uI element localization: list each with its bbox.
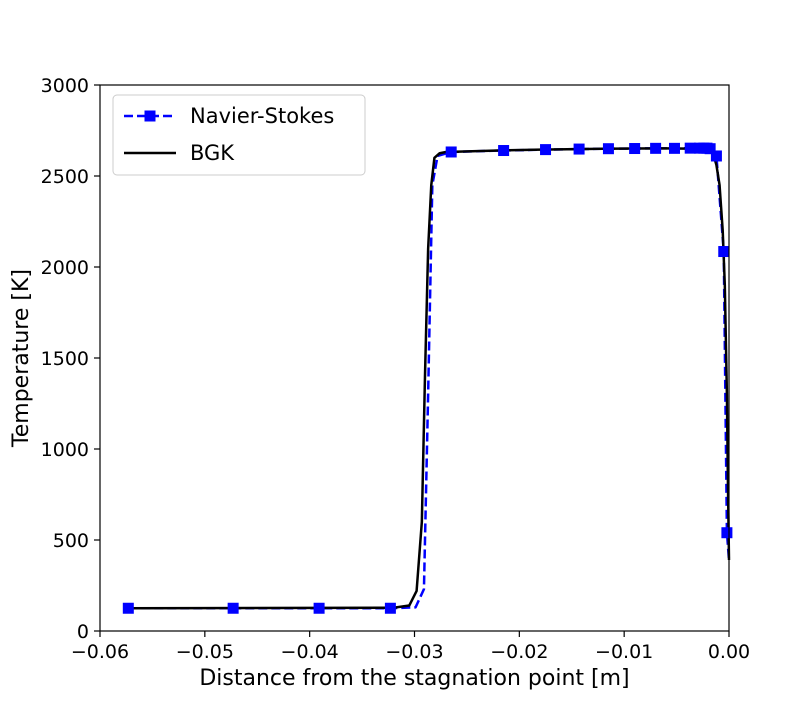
plot-area — [100, 85, 729, 631]
y-tick-label: 2500 — [41, 166, 89, 188]
y-axis-title: Temperature [K] — [9, 269, 34, 448]
legend-label-navier-stokes: Navier-Stokes — [190, 104, 334, 128]
navier-stokes-point — [684, 142, 696, 154]
navier-stokes-point — [721, 527, 733, 539]
navier-stokes-point — [629, 143, 641, 155]
navier-stokes-point — [718, 246, 730, 258]
y-tick-label: 1000 — [41, 439, 89, 461]
y-axis-ticks: 0 500 1000 1500 2000 2500 3000 — [41, 75, 100, 643]
navier-stokes-point — [540, 144, 552, 156]
legend-label-bgk: BGK — [190, 141, 235, 165]
x-axis-ticks: −0.06 −0.05 −0.04 −0.03 −0.02 −0.01 0.00 — [71, 631, 750, 663]
legend: Navier-Stokes BGK — [112, 94, 366, 176]
y-tick-label: 500 — [53, 530, 89, 552]
navier-stokes-point — [445, 146, 457, 158]
y-tick-label: 0 — [77, 621, 89, 643]
navier-stokes-point — [602, 143, 614, 155]
y-tick-label: 2000 — [41, 257, 89, 279]
legend-frame — [112, 94, 366, 176]
x-tick-label: −0.02 — [490, 641, 548, 663]
navier-stokes-point — [313, 602, 325, 614]
y-tick-label: 3000 — [41, 75, 89, 97]
navier-stokes-point — [704, 143, 716, 155]
y-tick-label: 1500 — [41, 348, 89, 370]
navier-stokes-point — [573, 143, 585, 155]
navier-stokes-point — [122, 602, 134, 614]
x-tick-label: −0.05 — [176, 641, 234, 663]
x-tick-label: −0.03 — [385, 641, 443, 663]
x-tick-label: −0.06 — [71, 641, 129, 663]
x-tick-label: −0.01 — [595, 641, 653, 663]
legend-marker-navier-stokes — [144, 110, 156, 122]
marker-layer — [122, 142, 733, 614]
x-axis-title: Distance from the stagnation point [m] — [199, 666, 629, 691]
navier-stokes-point — [668, 142, 680, 154]
navier-stokes-point — [710, 150, 722, 162]
navier-stokes-point — [227, 602, 239, 614]
navier-stokes-point — [384, 602, 396, 614]
x-tick-label: 0.00 — [708, 641, 750, 663]
navier-stokes-point — [650, 142, 662, 154]
navier-stokes-point — [498, 145, 510, 157]
x-tick-label: −0.04 — [281, 641, 339, 663]
